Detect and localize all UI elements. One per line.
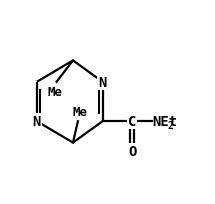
Text: N: N — [98, 75, 107, 89]
Text: Me: Me — [48, 86, 62, 99]
Text: O: O — [128, 144, 136, 158]
Text: NEt: NEt — [153, 115, 178, 129]
Text: C: C — [128, 115, 136, 129]
Text: Me: Me — [72, 105, 87, 118]
Text: N: N — [33, 115, 41, 129]
Text: 2: 2 — [167, 121, 173, 131]
